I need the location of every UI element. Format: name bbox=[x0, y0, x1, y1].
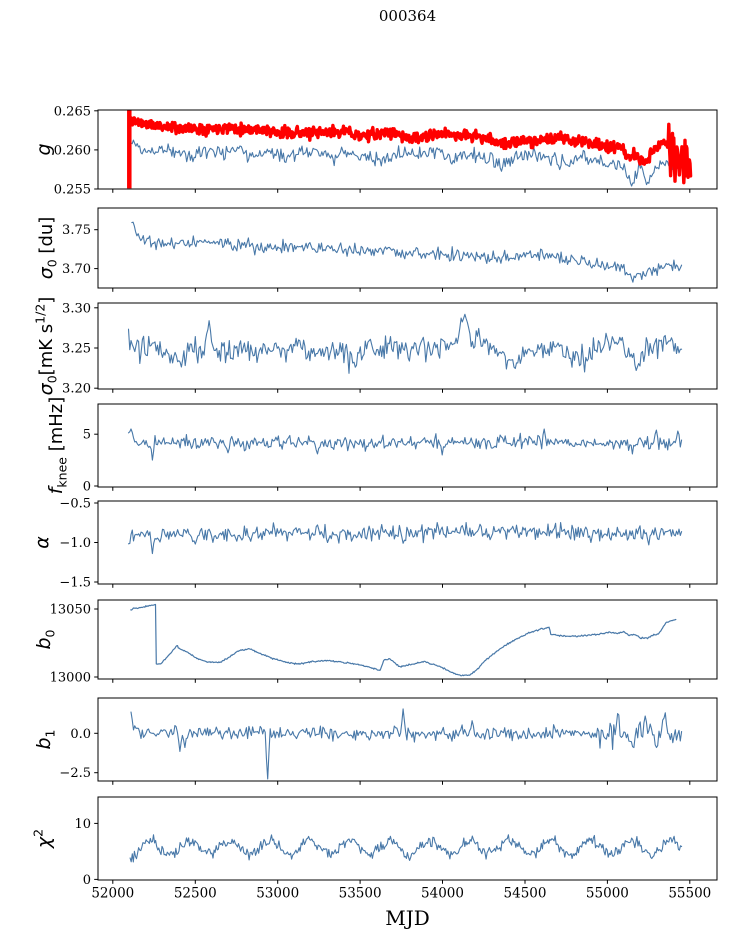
x-tick-label: 54000 bbox=[421, 886, 464, 902]
panel-chi2: 52000 52500 53000 53500 54000 54500 55000 55500… bbox=[31, 796, 718, 902]
axes-spines bbox=[97, 697, 718, 782]
y-tick-label: 0.255 bbox=[54, 183, 91, 198]
panel-b1: 0.0 −2.5 b1 bbox=[33, 697, 718, 785]
panel-alpha: −0.5 −1.0 −1.5 α bbox=[31, 497, 718, 591]
axes-spines bbox=[97, 403, 718, 488]
series-b1-series bbox=[130, 708, 683, 780]
series-sigma0-du-series bbox=[131, 221, 683, 283]
x-axis-title: MJD bbox=[385, 906, 430, 930]
y-label-b1: b1 bbox=[33, 729, 58, 749]
y-tick-label: −1.5 bbox=[59, 576, 91, 591]
axes-spines bbox=[97, 302, 718, 390]
y-label-fknee: fknee [mHz] bbox=[45, 397, 70, 495]
y-tick-label: 0.260 bbox=[54, 143, 91, 158]
y-label-sigma0-mK: σ0[mK s1/2] bbox=[33, 297, 60, 396]
series-gain-smoothed bbox=[127, 114, 693, 185]
y-tick-label: 13050 bbox=[50, 603, 91, 618]
y-label-chi2: χ2 bbox=[31, 829, 56, 849]
y-tick-label: 3.20 bbox=[62, 382, 91, 397]
chart-title: 000364 bbox=[378, 7, 437, 25]
y-tick-label: 0 bbox=[83, 480, 91, 495]
axes-spines bbox=[97, 796, 718, 881]
series-chi2-series bbox=[129, 834, 683, 863]
x-tick-label: 55500 bbox=[668, 886, 711, 902]
series-b0-series bbox=[130, 603, 677, 677]
x-tick-label: 53000 bbox=[256, 886, 299, 902]
y-tick-label: 0.265 bbox=[54, 104, 91, 119]
x-tick-label: 52500 bbox=[174, 886, 217, 902]
series-fknee-series bbox=[127, 428, 683, 461]
series-gain-raw bbox=[130, 139, 676, 187]
y-tick-label: −2.5 bbox=[59, 766, 91, 781]
y-label-b0: b0 bbox=[33, 629, 58, 649]
y-label-alpha: α bbox=[31, 536, 53, 549]
x-tick-label: 52000 bbox=[91, 886, 134, 902]
y-tick-label: 3.25 bbox=[62, 342, 91, 357]
y-label-g: g bbox=[33, 143, 55, 155]
y-tick-label: 3.75 bbox=[62, 223, 91, 238]
series-sigma0-mK-series bbox=[127, 313, 683, 374]
x-tick-label: 55000 bbox=[586, 886, 629, 902]
y-tick-label: 0.0 bbox=[70, 727, 91, 742]
panel-b0: 13050 13000 b0 bbox=[33, 599, 718, 686]
panel-g: 0.265 0.260 0.255 g bbox=[33, 104, 718, 198]
y-tick-label: 3.70 bbox=[62, 262, 91, 277]
y-tick-label: 3.30 bbox=[62, 301, 91, 316]
x-tick-label: 53500 bbox=[339, 886, 382, 902]
series-alpha-series bbox=[127, 521, 683, 555]
y-tick-label: 0 bbox=[83, 873, 91, 888]
y-tick-label: −1.0 bbox=[59, 536, 91, 551]
axes-spines bbox=[97, 599, 718, 680]
x-tick-label: 54500 bbox=[504, 886, 547, 902]
y-tick-label: −0.5 bbox=[59, 497, 91, 512]
y-tick-label: 5 bbox=[83, 428, 91, 443]
axes-spines bbox=[97, 500, 718, 585]
y-label-sigma0-du: σ0 [du] bbox=[35, 217, 60, 280]
axes-spines bbox=[97, 207, 718, 289]
panel-fknee: 5 0 fknee [mHz] bbox=[45, 397, 718, 495]
y-tick-label: 13000 bbox=[50, 671, 91, 686]
y-tick-label: 10 bbox=[74, 817, 91, 832]
